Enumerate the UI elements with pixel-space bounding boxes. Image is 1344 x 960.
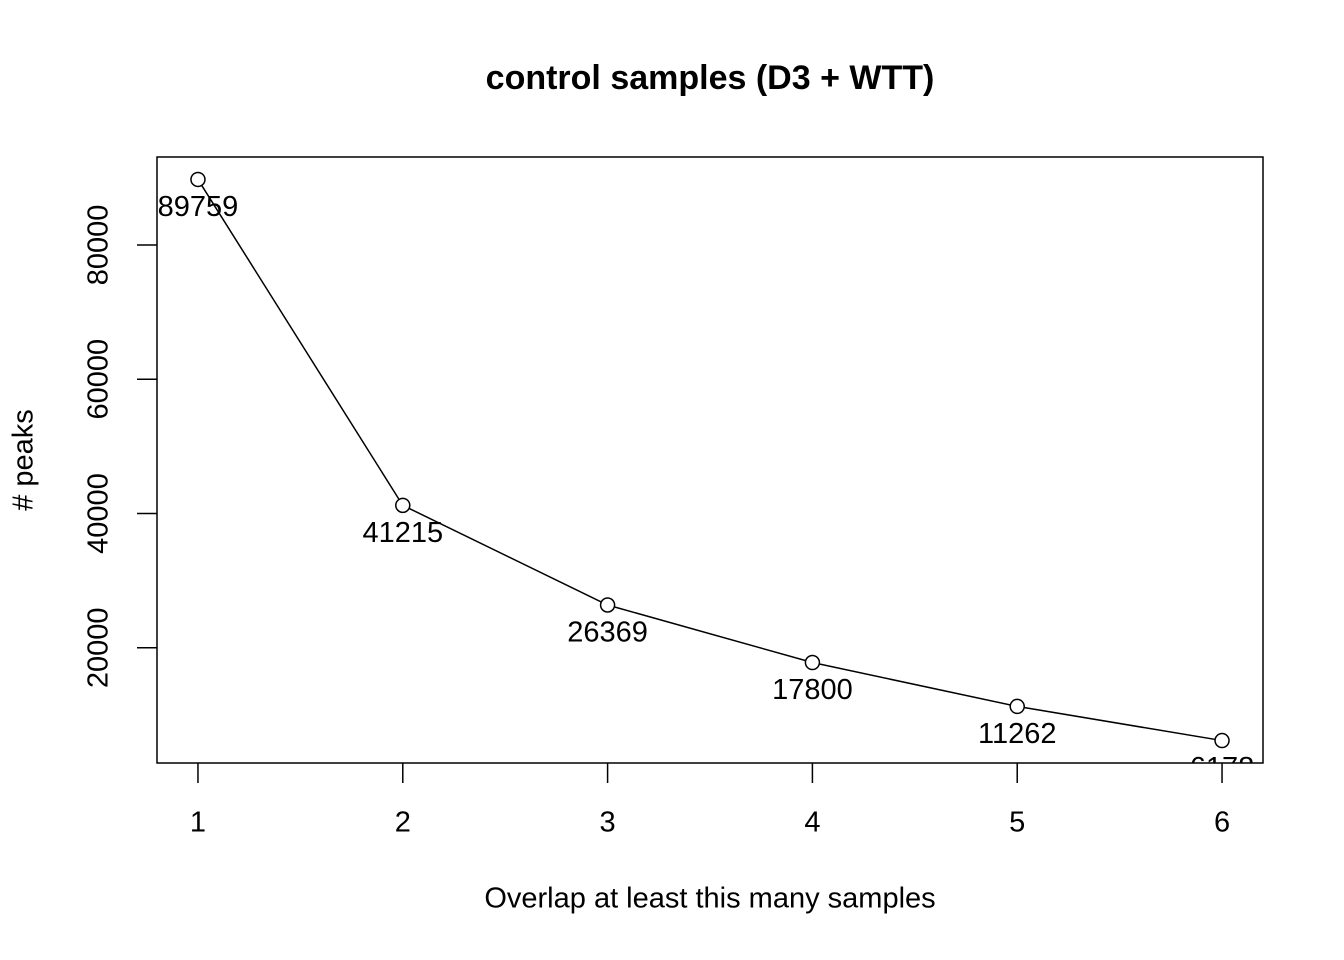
y-tick-label: 80000 [83, 205, 115, 286]
x-tick-label: 1 [190, 807, 206, 839]
data-point [1009, 698, 1025, 715]
plot-frame [156, 156, 1264, 764]
x-tick-label: 4 [804, 807, 820, 839]
chart-title: control samples (D3 + WTT) [486, 59, 935, 97]
data-label: 26369 [567, 617, 648, 649]
data-label: 17800 [772, 674, 853, 706]
data-label: 41215 [362, 517, 443, 549]
x-tick-label: 6 [1214, 807, 1230, 839]
x-axis-label: Overlap at least this many samples [484, 883, 935, 915]
data-point [804, 654, 821, 671]
data-point [1214, 732, 1230, 749]
data-point [190, 171, 206, 188]
y-tick-label: 60000 [83, 339, 115, 420]
data-point [395, 497, 411, 514]
y-tick-label: 20000 [83, 607, 115, 688]
data-label: 11262 [978, 718, 1057, 750]
data-point [599, 597, 616, 613]
data-label: 6178 [1190, 752, 1255, 784]
y-tick-label: 40000 [83, 473, 115, 554]
data-label: 89759 [158, 191, 239, 223]
x-tick-label: 2 [395, 807, 411, 839]
x-tick-label: 5 [1009, 807, 1025, 839]
data-line [197, 179, 1223, 742]
data-labels: 89759 41215 26369 17800 11262 6178 [158, 191, 1255, 784]
x-tick-label: 3 [600, 807, 616, 839]
y-axis-label: # peaks [8, 409, 40, 511]
